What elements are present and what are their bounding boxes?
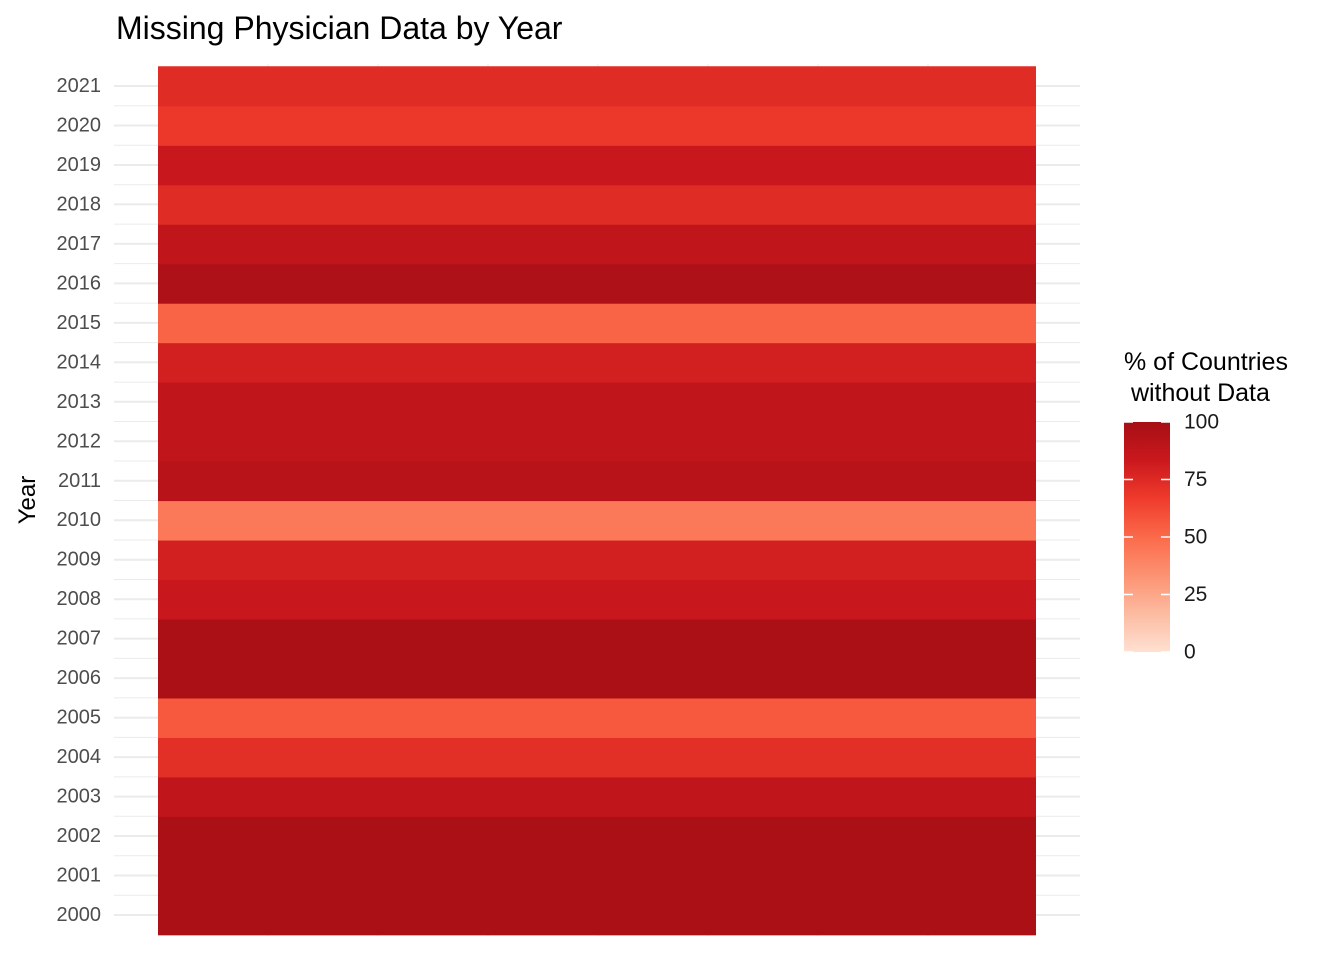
y-tick-label: 2014 bbox=[57, 351, 102, 373]
heatmap-tile-2008 bbox=[158, 579, 1036, 620]
heatmap-tile-2005 bbox=[158, 697, 1036, 738]
heatmap-tile-2009 bbox=[158, 539, 1036, 581]
y-tick-label: 2018 bbox=[57, 193, 102, 215]
y-tick-label: 2006 bbox=[57, 667, 102, 689]
y-tick-label: 2011 bbox=[58, 470, 101, 492]
y-tick-label: 2021 bbox=[57, 75, 102, 97]
heatmap-tile-2020 bbox=[158, 105, 1036, 146]
legend-tick-label: 100 bbox=[1184, 411, 1219, 434]
y-tick-label: 2013 bbox=[57, 391, 102, 413]
y-tick-label: 2019 bbox=[57, 154, 102, 176]
y-tick-label: 2009 bbox=[57, 549, 102, 571]
heatmap-tile-2000 bbox=[158, 895, 1036, 936]
y-tick-label: 2017 bbox=[57, 233, 102, 255]
heatmap-tile-2013 bbox=[158, 382, 1036, 423]
heatmap-tile-2002 bbox=[158, 816, 1036, 857]
heatmap-tile-2007 bbox=[158, 618, 1036, 660]
y-tick-label: 2010 bbox=[57, 509, 102, 531]
heatmap-tile-2014 bbox=[158, 342, 1036, 383]
legend-tick-label: 50 bbox=[1184, 526, 1207, 549]
y-tick-label: 2008 bbox=[57, 588, 102, 610]
heatmap-tile-2011 bbox=[158, 461, 1036, 502]
heatmap-tile-2010 bbox=[158, 500, 1036, 541]
heatmap-tile-2017 bbox=[158, 224, 1036, 265]
heatmap-tile-2001 bbox=[158, 855, 1036, 896]
heatmap-tile-2021 bbox=[158, 66, 1036, 107]
legend-tick-label: 25 bbox=[1184, 583, 1207, 606]
y-tick-label: 2001 bbox=[57, 865, 102, 887]
y-tick-label: 2016 bbox=[57, 272, 102, 294]
y-tick-label: 2005 bbox=[57, 707, 102, 729]
legend-title: % of Countries without Data bbox=[1124, 348, 1288, 407]
y-tick-label: 2007 bbox=[57, 628, 102, 650]
heatmap-tile-2016 bbox=[158, 263, 1036, 304]
heatmap-tile-2015 bbox=[158, 303, 1036, 344]
heatmap-tile-2004 bbox=[158, 737, 1036, 778]
heatmap-tile-2006 bbox=[158, 658, 1036, 699]
y-tick-label: 2020 bbox=[57, 114, 102, 136]
y-tick-label: 2003 bbox=[57, 786, 102, 808]
legend-tick-label: 75 bbox=[1184, 468, 1207, 491]
heatmap-tile-2003 bbox=[158, 776, 1036, 817]
heatmap-tile-2018 bbox=[158, 184, 1036, 225]
y-tick-label: 2004 bbox=[57, 746, 102, 768]
chart-title: Missing Physician Data by Year bbox=[116, 10, 563, 46]
y-tick-label: 2015 bbox=[57, 312, 102, 334]
legend-tick-label: 0 bbox=[1184, 641, 1196, 664]
y-tick-label: 2000 bbox=[57, 904, 102, 926]
y-tick-label: 2012 bbox=[57, 430, 102, 452]
y-tick-label: 2002 bbox=[57, 825, 102, 847]
heatmap-tile-2019 bbox=[158, 145, 1036, 186]
heatmap-tile-2012 bbox=[158, 421, 1036, 462]
